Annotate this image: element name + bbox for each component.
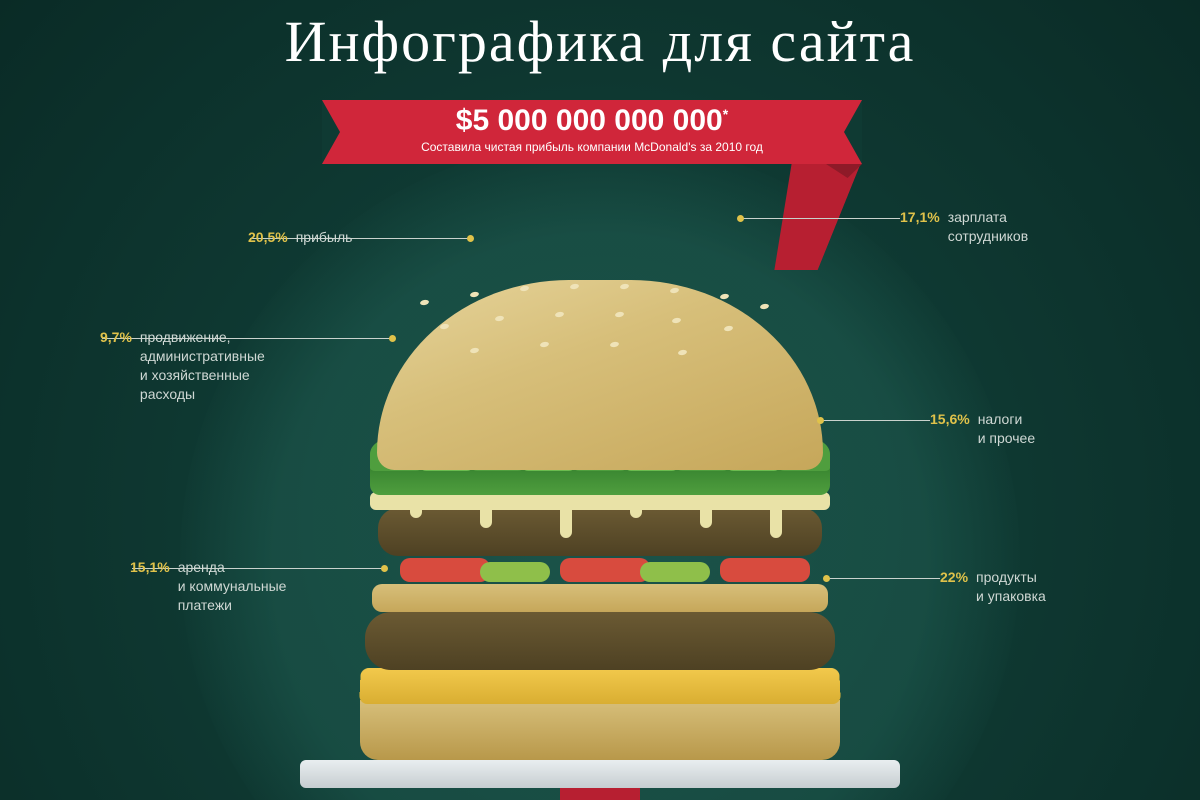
callout-leader [826, 578, 940, 579]
callout-percent: 15,1% [130, 558, 170, 577]
callout-label: продвижение, административные и хозяйств… [140, 328, 265, 404]
plate-accent [560, 788, 640, 800]
cost-callout: 9,7% продвижение, административные и хозя… [100, 328, 265, 404]
cheese-drip [770, 508, 782, 538]
burger-pickle [480, 562, 550, 582]
page-title: Инфографика для сайта [0, 8, 1200, 75]
callout-leader [740, 218, 900, 219]
cheese-drip [700, 508, 712, 528]
cost-callout: 15,6% налоги и прочее [930, 410, 1035, 448]
cost-callout: 15,1% аренда и коммунальные платежи [130, 558, 286, 615]
ribbon-subtitle: Составила чистая прибыль компании McDona… [322, 136, 862, 154]
callout-label: налоги и прочее [978, 410, 1035, 448]
revenue-ribbon: $5 000 000 000 000*Составила чистая приб… [322, 100, 862, 164]
burger-patty-upper [378, 508, 822, 556]
callout-dot [737, 215, 744, 222]
cost-callout: 20,5% прибыль [248, 228, 352, 247]
callout-dot [381, 565, 388, 572]
callout-dot [817, 417, 824, 424]
callout-percent: 20,5% [248, 228, 288, 247]
callout-label: зарплата сотрудников [948, 208, 1028, 246]
burger-bun-middle [372, 584, 828, 612]
ribbon-notch-right [844, 100, 862, 164]
plate [300, 760, 900, 788]
callout-dot [389, 335, 396, 342]
cost-callout: 22% продукты и упаковка [940, 568, 1046, 606]
callout-dot [823, 575, 830, 582]
burger-tomato [400, 558, 490, 582]
burger-patty-lower [365, 612, 835, 670]
callout-percent: 15,6% [930, 410, 970, 429]
ribbon-amount: $5 000 000 000 000* [322, 100, 862, 136]
burger-cheese-lower [359, 668, 841, 704]
callout-label: прибыль [296, 228, 353, 247]
callout-dot [467, 235, 474, 242]
callout-label: аренда и коммунальные платежи [178, 558, 287, 615]
callout-percent: 9,7% [100, 328, 132, 347]
burger-bun-bottom [360, 700, 840, 760]
callout-leader [820, 420, 930, 421]
burger-tomato [560, 558, 650, 582]
cheese-drip [480, 508, 492, 528]
callout-percent: 17,1% [900, 208, 940, 227]
cost-callout: 17,1% зарплата сотрудников [900, 208, 1028, 246]
burger-tomato [720, 558, 810, 582]
infographic-stage: Инфографика для сайта $5 000 000 000 000*… [0, 0, 1200, 800]
ribbon-notch-left [322, 100, 340, 164]
burger-pickle [640, 562, 710, 582]
callout-label: продукты и упаковка [976, 568, 1046, 606]
cheese-drip [560, 508, 572, 538]
callout-percent: 22% [940, 568, 968, 587]
